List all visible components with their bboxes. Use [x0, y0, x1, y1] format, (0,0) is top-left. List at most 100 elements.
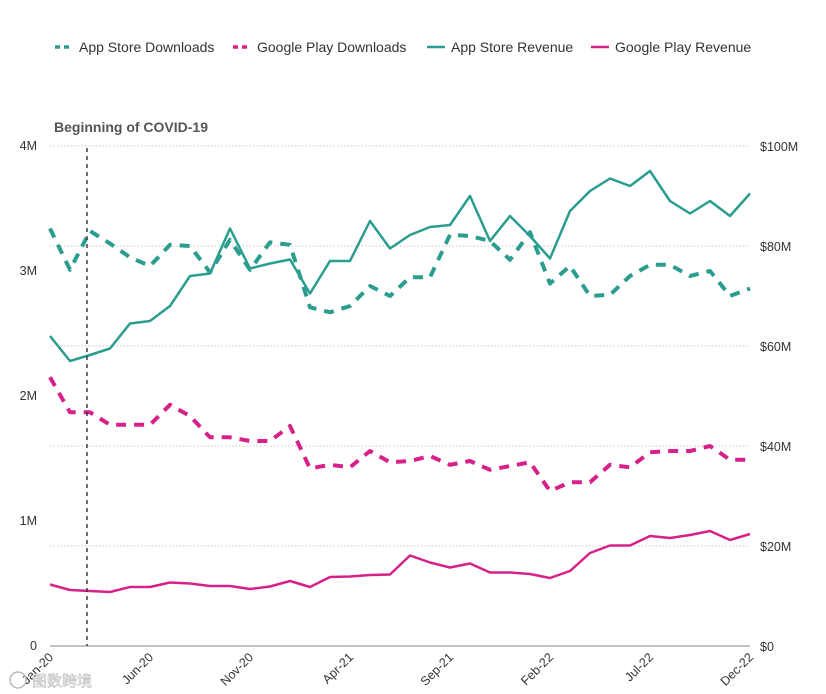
point-app-store-downloads-aug-21	[428, 275, 432, 279]
point-google-play-revenue-dec-21	[508, 571, 512, 575]
series-lines	[48, 169, 752, 594]
right-tick-0: $0	[760, 640, 774, 654]
point-app-store-downloads-jul-21	[408, 275, 412, 279]
point-app-store-revenue-mar-20	[88, 353, 92, 357]
point-google-play-downloads-apr-21	[348, 465, 352, 469]
point-google-play-revenue-oct-20	[228, 584, 232, 588]
legend-item-google-play-revenue: Google Play Revenue	[591, 39, 751, 55]
point-app-store-downloads-mar-21	[328, 310, 332, 314]
point-google-play-downloads-oct-20	[228, 435, 232, 439]
point-app-store-downloads-oct-22	[708, 269, 712, 273]
point-app-store-revenue-jul-22	[648, 169, 652, 173]
point-app-store-downloads-jul-22	[648, 263, 652, 267]
point-app-store-revenue-aug-20	[188, 274, 192, 278]
point-app-store-downloads-jun-20	[148, 264, 152, 268]
point-app-store-revenue-nov-20	[248, 267, 252, 271]
point-google-play-downloads-oct-21	[468, 459, 472, 463]
watermark-text: 图数跨境	[32, 672, 92, 690]
point-google-play-downloads-aug-20	[188, 414, 192, 418]
point-google-play-revenue-may-20	[128, 585, 132, 589]
right-tick-20m: $20M	[760, 540, 791, 554]
point-google-play-downloads-dec-22	[748, 458, 752, 462]
point-google-play-revenue-mar-20	[88, 589, 92, 593]
point-app-store-revenue-jan-22	[528, 234, 532, 238]
legend-item-app-store-revenue: App Store Revenue	[427, 39, 573, 55]
legend-label-google-play-revenue: Google Play Revenue	[615, 39, 751, 55]
point-app-store-revenue-sep-21	[448, 223, 452, 227]
point-google-play-revenue-may-22	[608, 544, 612, 548]
series-line-google-play-revenue	[49, 529, 751, 594]
point-google-play-downloads-feb-20	[68, 410, 72, 414]
left-tick-3m: 3M	[20, 264, 37, 278]
point-google-play-downloads-may-22	[608, 463, 612, 467]
point-google-play-downloads-sep-20	[208, 435, 212, 439]
point-app-store-downloads-mar-22	[568, 264, 572, 268]
point-google-play-downloads-aug-22	[668, 449, 672, 453]
point-app-store-downloads-may-21	[368, 284, 372, 288]
point-google-play-revenue-nov-22	[728, 538, 732, 542]
legend-label-google-play-downloads: Google Play Downloads	[257, 39, 406, 55]
x-tick-jun-20: Jun-20	[119, 650, 156, 687]
point-google-play-downloads-mar-20	[88, 410, 92, 414]
point-app-store-downloads-jan-21	[288, 243, 292, 247]
point-app-store-revenue-feb-22	[548, 257, 552, 261]
point-google-play-revenue-jan-21	[288, 579, 292, 583]
point-app-store-revenue-jun-22	[628, 184, 632, 188]
point-google-play-downloads-feb-22	[548, 489, 552, 493]
point-google-play-revenue-jul-21	[408, 554, 412, 558]
point-app-store-revenue-may-22	[608, 177, 612, 181]
point-app-store-revenue-feb-21	[308, 292, 312, 296]
point-app-store-downloads-jun-21	[388, 294, 392, 298]
point-app-store-downloads-sep-22	[688, 274, 692, 278]
point-google-play-downloads-nov-22	[728, 458, 732, 462]
point-app-store-downloads-apr-22	[588, 294, 592, 298]
point-app-store-downloads-may-22	[608, 293, 612, 297]
point-google-play-revenue-sep-20	[208, 584, 212, 588]
point-google-play-downloads-sep-21	[448, 463, 452, 467]
point-app-store-downloads-oct-21	[468, 234, 472, 238]
point-app-store-downloads-aug-20	[188, 244, 192, 248]
series-line-app-store-downloads	[48, 227, 751, 315]
point-google-play-downloads-jul-21	[408, 459, 412, 463]
point-app-store-downloads-feb-22	[548, 282, 552, 286]
point-google-play-downloads-jan-21	[288, 424, 292, 428]
point-google-play-downloads-jun-22	[628, 465, 632, 469]
point-google-play-revenue-mar-21	[328, 575, 332, 579]
point-google-play-downloads-feb-21	[308, 467, 312, 471]
points-app-store-downloads	[48, 227, 752, 315]
point-app-store-downloads-feb-21	[308, 305, 312, 309]
point-app-store-revenue-jul-20	[168, 304, 172, 308]
point-app-store-revenue-feb-20	[68, 359, 72, 363]
point-google-play-revenue-jul-20	[168, 581, 172, 585]
point-app-store-downloads-sep-21	[448, 233, 452, 237]
point-app-store-revenue-jan-20	[48, 334, 52, 338]
point-app-store-downloads-dec-20	[268, 240, 272, 244]
point-app-store-revenue-jun-20	[148, 319, 152, 323]
point-google-play-downloads-nov-21	[488, 468, 492, 472]
point-google-play-downloads-jul-22	[648, 450, 652, 454]
point-app-store-downloads-nov-22	[728, 294, 732, 298]
point-app-store-revenue-apr-20	[108, 347, 112, 351]
point-google-play-revenue-jun-21	[388, 573, 392, 577]
point-app-store-downloads-may-20	[128, 255, 132, 259]
point-app-store-revenue-nov-22	[728, 214, 732, 218]
right-y-axis: $0 $20M $40M $60M $80M $100M	[760, 140, 798, 654]
point-google-play-revenue-aug-22	[668, 536, 672, 540]
covid-annotation: Beginning of COVID-19	[54, 119, 208, 646]
point-app-store-downloads-mar-20	[88, 229, 92, 233]
point-app-store-revenue-dec-22	[748, 192, 752, 196]
x-axis: Jan-20 Jun-20 Nov-20 Apr-21 Sep-21 Feb-22 Jul-…	[19, 650, 756, 688]
point-google-play-downloads-dec-21	[508, 464, 512, 468]
point-google-play-revenue-aug-21	[428, 561, 432, 565]
series-line-google-play-downloads	[48, 376, 750, 493]
right-tick-100m: $100M	[760, 140, 798, 154]
point-google-play-downloads-jan-20	[48, 375, 52, 379]
legend: App Store Downloads Google Play Downloads…	[55, 39, 751, 55]
left-y-axis: 0 1M 2M 3M 4M	[20, 139, 37, 653]
point-app-store-revenue-mar-22	[568, 209, 572, 213]
point-app-store-revenue-jul-21	[408, 233, 412, 237]
series-line-app-store-revenue	[49, 169, 751, 363]
point-app-store-revenue-jun-21	[388, 247, 392, 251]
point-google-play-downloads-jan-22	[528, 460, 532, 464]
point-google-play-downloads-sep-22	[688, 449, 692, 453]
